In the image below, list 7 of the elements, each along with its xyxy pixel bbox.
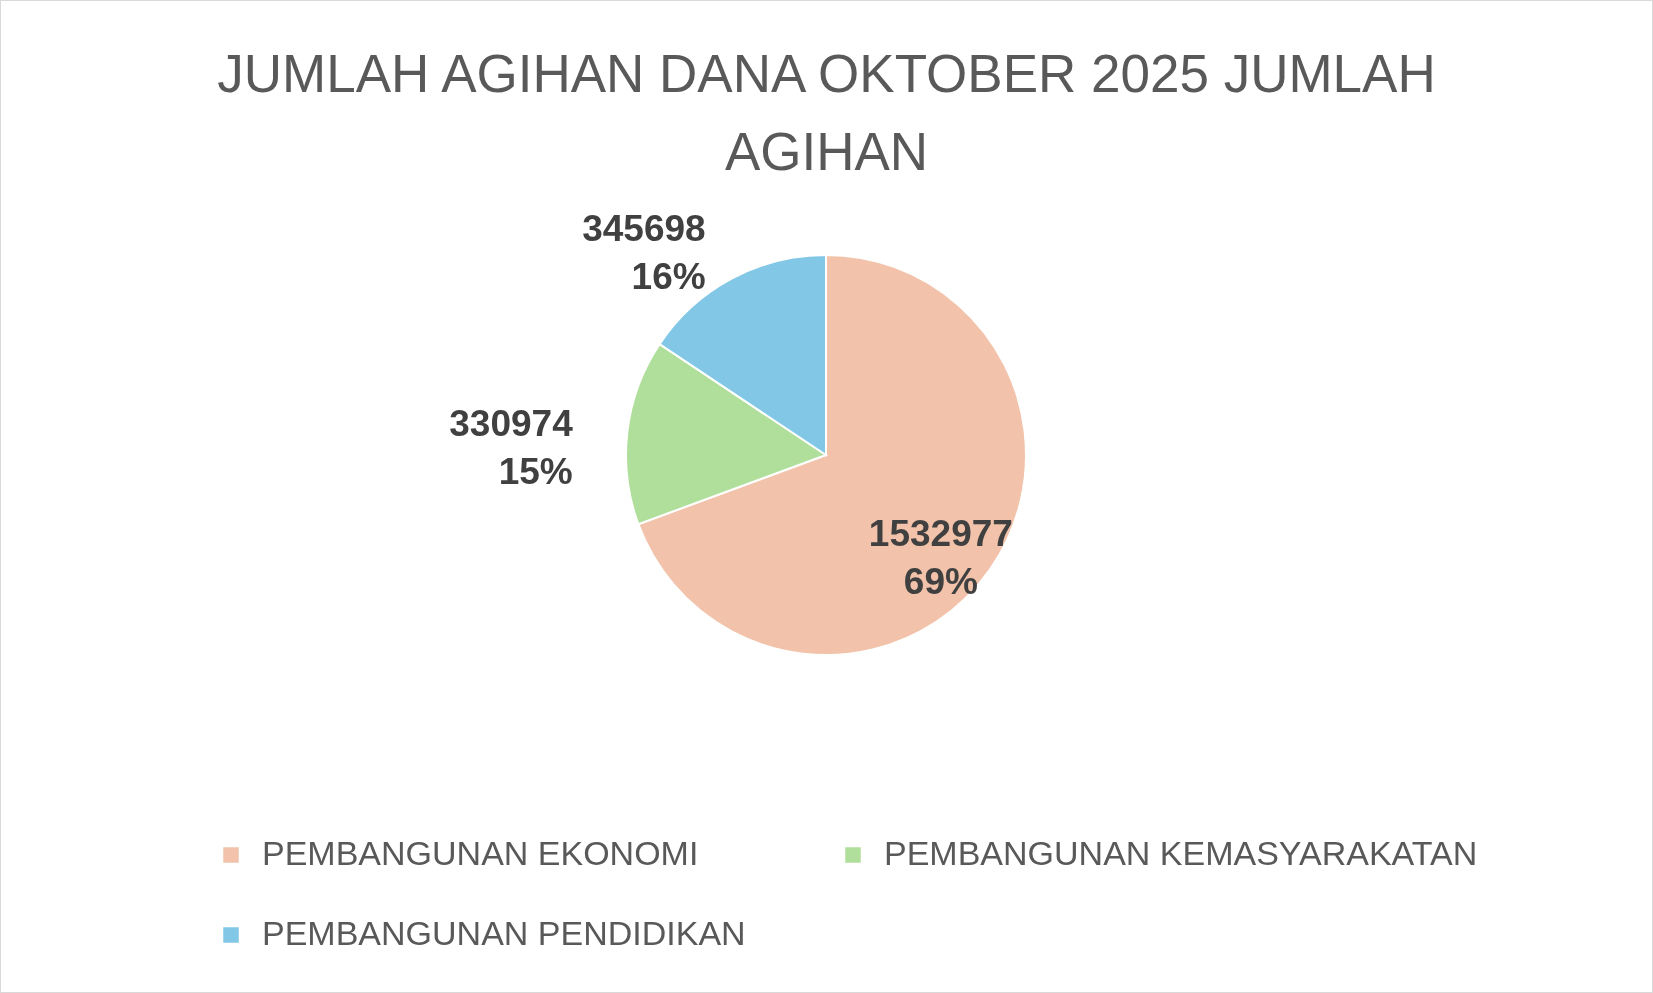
chart-title: JUMLAH AGIHAN DANA OKTOBER 2025 JUMLAH AGIHAN <box>217 44 1436 182</box>
legend-label: PEMBANGUNAN KEMASYARAKATAN <box>884 834 1478 872</box>
data-label: 1532977 69% <box>868 513 1013 603</box>
legend-label: PEMBANGUNAN PENDIDIKAN <box>262 914 746 952</box>
legend-label: PEMBANGUNAN EKONOMI <box>262 834 699 872</box>
data-label: 345698 16% <box>582 208 706 298</box>
data-label: 330974 15% <box>449 403 574 493</box>
